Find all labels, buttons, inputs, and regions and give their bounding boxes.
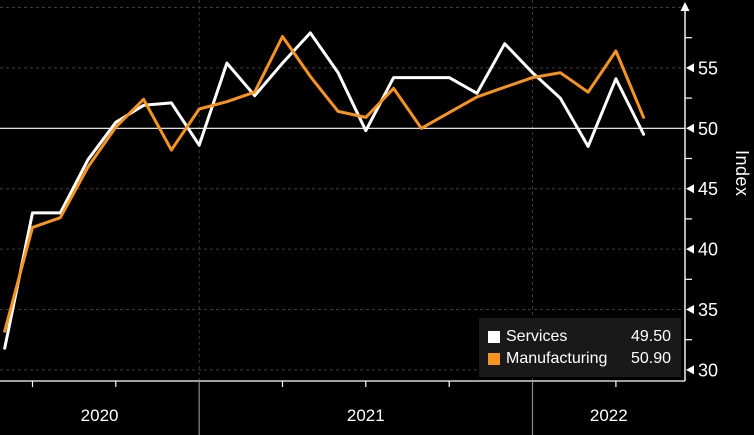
y-major-tick-icon [686, 63, 694, 73]
legend-label-services: Services [506, 328, 568, 345]
y-tick-label-55: 55 [698, 58, 718, 78]
y-major-tick-icon [686, 244, 694, 254]
y-tick-label-35: 35 [698, 300, 718, 320]
y-axis-arrow-icon [680, 2, 690, 11]
legend-row-services: Services 49.50 [488, 327, 671, 347]
x-year-label-2020: 2020 [81, 406, 119, 425]
y-major-tick-icon [686, 123, 694, 133]
y-tick-label-40: 40 [698, 240, 718, 260]
services-swatch-icon [488, 331, 500, 343]
x-year-label-2021: 2021 [347, 406, 385, 425]
y-major-tick-icon [686, 305, 694, 314]
manufacturing-swatch-icon [488, 353, 500, 365]
legend-row-manufacturing: Manufacturing 50.90 [488, 349, 671, 369]
legend-label-manufacturing: Manufacturing [506, 350, 608, 367]
y-major-tick-icon [686, 184, 694, 194]
series-line-manufacturing [3, 35, 646, 333]
y-tick-label-50: 50 [698, 119, 718, 139]
y-tick-label-45: 45 [698, 179, 718, 199]
legend-value-services: 49.50 [630, 328, 671, 345]
y-axis-title: Index [732, 150, 752, 197]
series-line-services [3, 31, 646, 350]
legend-value-manufacturing: 50.90 [630, 350, 671, 367]
chart-legend: Services 49.50 Manufacturing 50.90 [479, 318, 681, 377]
y-tick-label-30: 30 [698, 360, 718, 380]
y-major-tick-icon [686, 365, 694, 375]
x-year-label-2022: 2022 [590, 406, 628, 425]
